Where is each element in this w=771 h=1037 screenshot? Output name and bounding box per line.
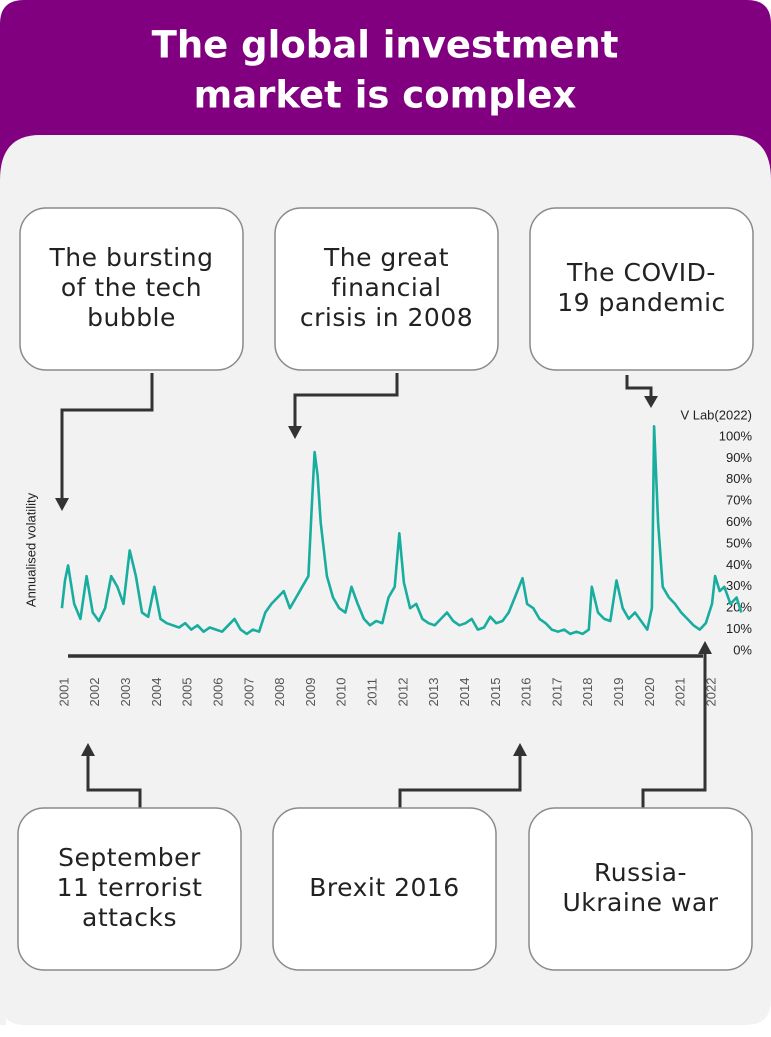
x-tick-label: 2006 [210,678,225,707]
annotation-box [272,807,497,971]
y-tick-label: 40% [726,557,752,572]
x-tick-label: 2021 [673,678,688,707]
x-tick-label: 2018 [580,678,595,707]
annotation-text: of the tech [61,273,202,302]
x-tick-label: 2014 [457,678,472,707]
connector [625,375,653,398]
connector [293,373,399,428]
x-tick-label: 2013 [426,678,441,707]
arrowhead [81,743,95,756]
annotation-text: attacks [82,903,177,932]
connector [86,755,142,808]
connector [398,755,522,808]
x-tick-label: 2017 [549,678,564,707]
x-tick-label: 2009 [303,678,318,707]
x-tick-label: 2011 [365,678,380,706]
annotation-text: bubble [87,303,176,332]
connectors [55,373,712,808]
annotation-text: 19 pandemic [557,288,726,317]
source: V Lab(2022) [680,407,752,422]
y-tick-label: 80% [726,471,752,486]
x-tick-label: 2022 [703,678,718,707]
annotation-text: September [58,843,201,872]
connector [641,653,707,808]
panel-edge [0,180,6,1025]
x-tick-label: 2002 [87,678,102,707]
annotation-text: crisis in 2008 [300,303,473,332]
annotation-text: Brexit 2016 [309,873,459,902]
connector [60,373,154,500]
arrowhead [513,743,527,756]
y-tick-label: 0% [733,642,752,657]
annotation-box [17,807,242,971]
annotation-text: The COVID- [566,258,716,287]
x-tick-label: 2015 [488,678,503,707]
annotation-box [274,207,499,371]
annotation-text: financial [331,273,441,302]
title: The global investment [152,24,619,67]
annotation-box [529,207,754,371]
arrowhead [644,396,658,408]
annotation-text: The great [323,243,449,272]
y-tick-label: 70% [726,493,752,508]
y-tick-label: 60% [726,514,752,529]
annotation-text: Russia- [594,858,687,887]
x-tick-label: 2010 [334,678,349,707]
y-tick-label: 90% [726,450,752,465]
x-tick-label: 2020 [642,678,657,707]
x-tick-label: 2005 [180,678,195,707]
x-tick-label: 2016 [519,678,534,707]
annotation-text: 11 terrorist [57,873,203,902]
arrowhead [55,498,69,511]
x-tick-label: 2001 [56,678,71,707]
arrowhead [698,641,712,654]
x-tick-label: 2019 [611,678,626,707]
title: market is complex [194,74,577,117]
y-tick-label: 30% [726,578,752,593]
volatility-line [60,425,743,636]
arrowhead [288,426,302,439]
y-tick-label: 100% [719,428,753,443]
y-axis-label: Annualised volatility [23,492,38,607]
annotation-text: The bursting [49,243,214,272]
x-tick-label: 2008 [272,678,287,707]
annotation-text: Ukraine war [562,888,718,917]
y-tick-label: 50% [726,535,752,550]
x-tick-label: 2003 [118,678,133,707]
annotation-box [528,807,753,971]
x-tick-label: 2012 [395,678,410,707]
x-tick-label: 2004 [149,678,164,707]
x-tick-label: 2007 [241,678,256,707]
annotation-box [19,207,244,371]
y-tick-label: 10% [726,621,752,636]
